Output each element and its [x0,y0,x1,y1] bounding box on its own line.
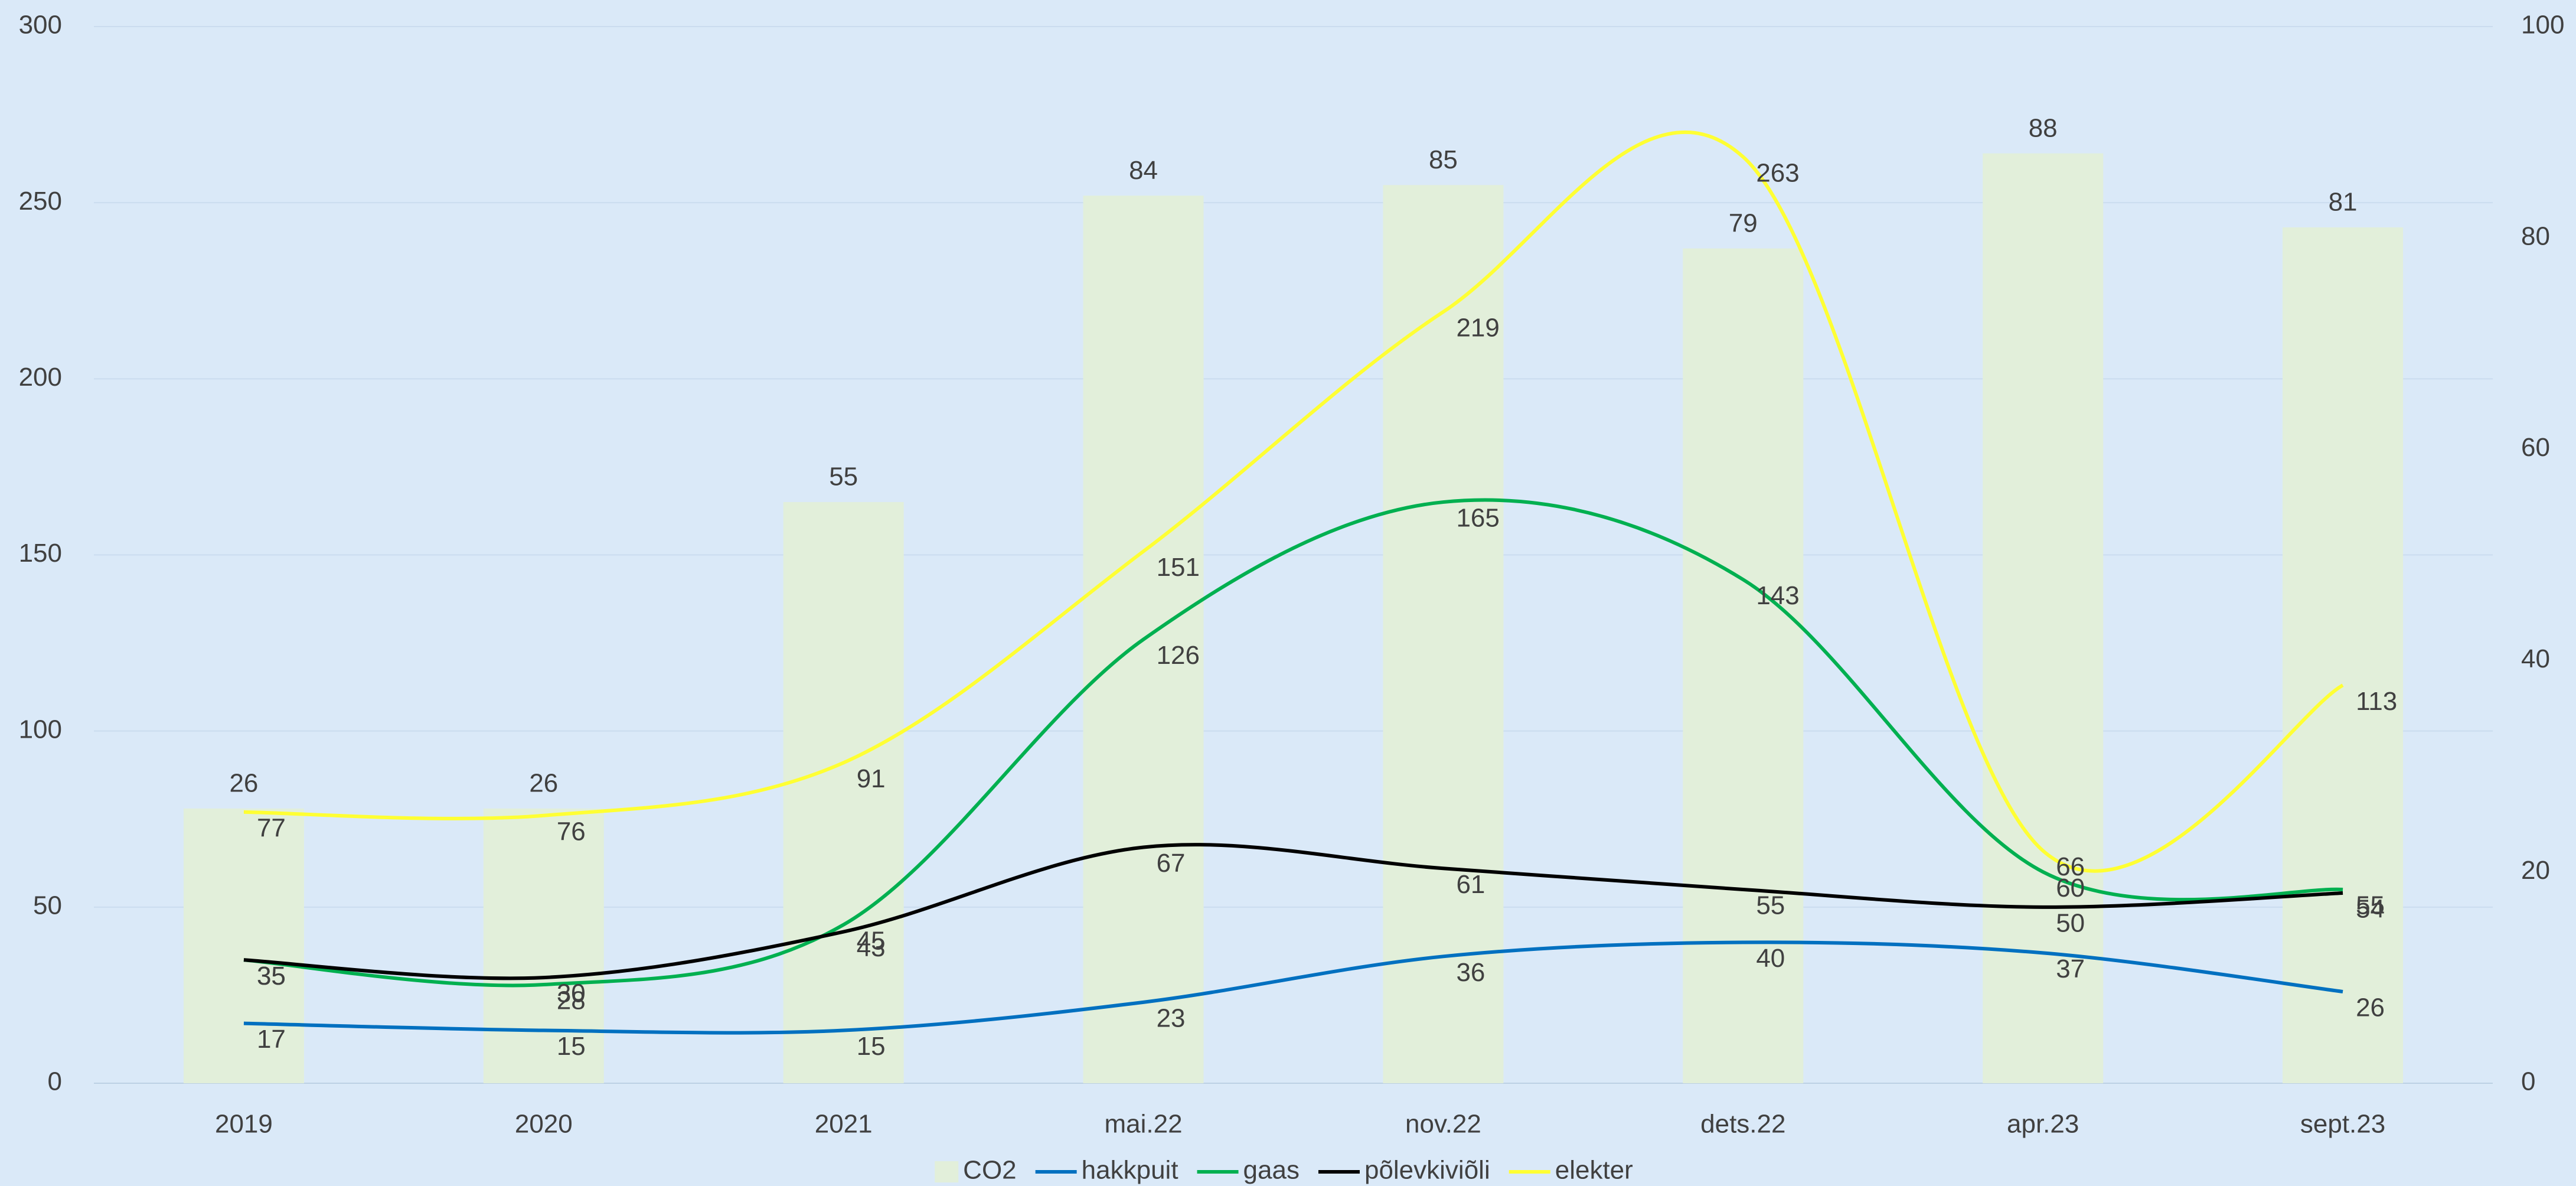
line-value-label: 40 [1756,944,1785,973]
bar [483,808,604,1083]
line-value-label: 17 [257,1025,286,1054]
bar-value-label: 88 [2029,113,2058,142]
line-value-label: 126 [1157,641,1200,670]
x-tick-label: mai.22 [1105,1110,1183,1139]
x-tick-label: 2020 [515,1110,573,1139]
line-value-label: 28 [557,986,586,1015]
bar [1683,248,1804,1084]
line-series [243,843,2343,980]
bar [1383,185,1504,1084]
line-value-label: 50 [2056,908,2085,937]
line-value-label: 77 [257,813,286,842]
legend-label: põlevkiviõli [1364,1156,1490,1185]
y-tick-label: 250 [19,187,62,216]
x-tick-label: dets.22 [1700,1110,1785,1139]
bar-value-label: 84 [1129,156,1158,185]
y2-tick-label: 60 [2521,433,2550,462]
legend-label: gaas [1243,1156,1300,1185]
bar-value-label: 85 [1429,145,1458,174]
line-value-label: 165 [1456,504,1499,533]
line-value-label: 263 [1756,158,1799,187]
bar-value-label: 81 [2329,188,2358,217]
line-value-label: 30 [557,979,586,1008]
bar [183,808,304,1083]
y-tick-label: 100 [19,715,62,744]
line-value-label: 60 [2056,874,2085,902]
line-value-label: 45 [857,926,886,955]
line-value-label: 26 [2356,993,2385,1022]
line-value-label: 151 [1157,553,1200,582]
x-tick-label: apr.23 [2007,1110,2079,1139]
line-value-label: 61 [1456,870,1485,899]
line-value-label: 23 [1157,1003,1186,1032]
line-value-label: 67 [1157,849,1186,878]
line-value-label: 15 [557,1032,586,1061]
line-value-label: 15 [857,1032,886,1061]
legend-label: CO2 [963,1156,1016,1185]
line-value-label: 54 [2356,895,2385,924]
line-value-label: 35 [257,962,286,990]
x-tick-label: nov.22 [1405,1110,1481,1139]
line-value-label: 43 [857,933,886,962]
x-tick-label: 2021 [815,1110,873,1139]
bar-value-label: 55 [829,462,858,491]
line-value-label: 55 [2356,891,2385,920]
x-tick-label: sept.23 [2300,1110,2385,1139]
line-series [243,131,2344,873]
legend: CO2 hakkpuit gaas põlevkiviõli elekter [935,1156,1633,1185]
bar-value-label: 26 [229,768,258,797]
y-tick-label: 0 [48,1067,62,1096]
legend-label: elekter [1555,1156,1633,1185]
y2-tick-label: 40 [2521,644,2550,673]
y-tick-label: 150 [19,539,62,568]
bar-value-label: 26 [529,768,558,797]
line-value-label: 66 [2056,852,2085,881]
line-value-label: 219 [1456,314,1499,343]
bar [1983,153,2104,1084]
line-series [243,498,2343,988]
line-value-label: 91 [857,764,886,793]
bar [2283,227,2404,1083]
line-value-label: 35 [257,962,286,990]
line-value-label: 76 [557,817,586,846]
y-tick-label: 200 [19,363,62,392]
bar-value-label: 79 [1729,208,1758,237]
x-tick-label: 2019 [215,1110,273,1139]
y2-tick-label: 100 [2521,11,2564,40]
y2-tick-label: 20 [2521,856,2550,885]
legend-swatch [935,1161,959,1182]
line-value-label: 37 [2056,954,2085,983]
line-value-label: 55 [1756,891,1785,920]
bar [783,502,904,1083]
line-value-label: 36 [1456,958,1485,987]
y-tick-label: 300 [19,11,62,40]
y2-tick-label: 80 [2521,221,2550,250]
y-tick-label: 50 [33,891,62,920]
line-series [243,940,2343,1035]
legend-label: hakkpuit [1082,1156,1178,1185]
line-value-label: 143 [1756,581,1799,610]
y2-tick-label: 0 [2521,1067,2535,1096]
line-value-label: 113 [2356,687,2397,716]
